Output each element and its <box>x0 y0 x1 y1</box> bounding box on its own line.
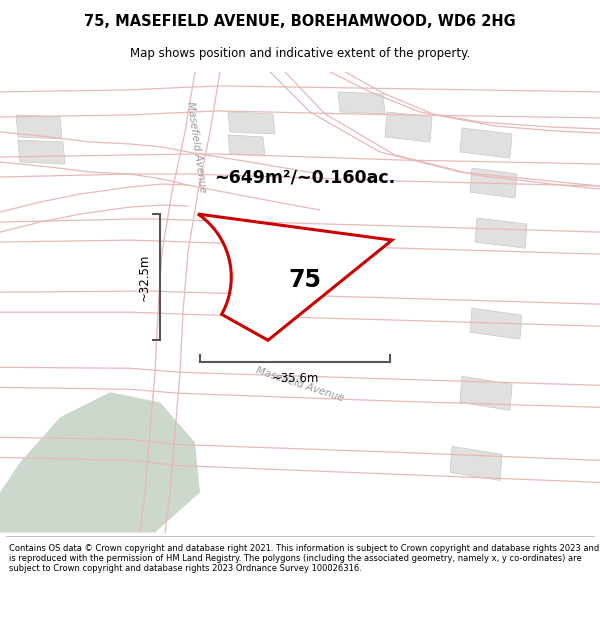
Polygon shape <box>228 135 265 156</box>
Polygon shape <box>460 128 512 158</box>
Text: 75, MASEFIELD AVENUE, BOREHAMWOOD, WD6 2HG: 75, MASEFIELD AVENUE, BOREHAMWOOD, WD6 2… <box>84 14 516 29</box>
Polygon shape <box>470 168 517 198</box>
Polygon shape <box>0 392 200 532</box>
Polygon shape <box>385 112 432 142</box>
Polygon shape <box>470 308 522 339</box>
Polygon shape <box>198 214 392 340</box>
Polygon shape <box>460 376 512 411</box>
Text: Contains OS data © Crown copyright and database right 2021. This information is : Contains OS data © Crown copyright and d… <box>9 544 599 573</box>
Text: Masefield Avenue: Masefield Avenue <box>255 366 345 403</box>
Text: ~32.5m: ~32.5m <box>138 254 151 301</box>
Polygon shape <box>16 115 62 139</box>
Polygon shape <box>338 92 385 114</box>
Polygon shape <box>18 140 65 164</box>
Polygon shape <box>450 446 502 481</box>
Polygon shape <box>475 218 527 248</box>
Text: Masefield Avenue: Masefield Avenue <box>185 101 208 193</box>
Polygon shape <box>228 112 275 134</box>
Text: 75: 75 <box>289 268 322 292</box>
Polygon shape <box>275 255 310 282</box>
Text: Map shows position and indicative extent of the property.: Map shows position and indicative extent… <box>130 48 470 61</box>
Text: ~35.6m: ~35.6m <box>271 372 319 385</box>
Text: ~649m²/~0.160ac.: ~649m²/~0.160ac. <box>214 168 395 186</box>
